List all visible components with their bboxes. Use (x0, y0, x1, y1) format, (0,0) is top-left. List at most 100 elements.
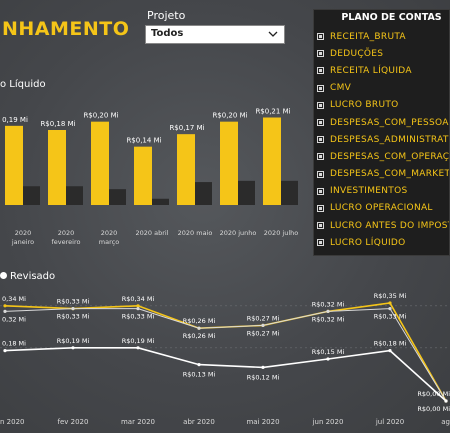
expand-box-icon[interactable] (317, 33, 324, 41)
account-item[interactable]: LUCRO BRUTO (314, 97, 449, 114)
account-item[interactable]: DEDUÇÕES (314, 45, 449, 62)
line-data-label: R$0,26 Mi (183, 332, 216, 340)
expand-box-icon[interactable] (317, 67, 324, 75)
account-item[interactable]: RECEITA LÍQUIDA (314, 62, 449, 79)
account-item-label: DESPESAS_COM_OPERAÇÃO (330, 151, 449, 162)
bar-data-label: R$0,20 Mi (212, 112, 247, 120)
account-item[interactable]: INVESTIMENTOS (314, 183, 449, 200)
bar-chart-subtitle: o Líquido (0, 79, 46, 90)
line-data-label: R$0,35 Mi (374, 292, 407, 300)
bar-actual[interactable] (134, 146, 152, 205)
bar-data-label: R$0,17 Mi (169, 124, 204, 132)
line-data-label: R$0,00 Mi (417, 405, 450, 413)
legend-marker (0, 272, 7, 279)
account-item-label: LUCRO OPERACIONAL (330, 203, 433, 214)
series-point[interactable] (3, 349, 7, 353)
series-line (4, 308, 447, 402)
bar-actual[interactable] (220, 121, 238, 205)
series-point[interactable] (136, 304, 140, 308)
series-point[interactable] (326, 309, 330, 313)
account-item-label: DESPESAS_COM_MARKETING (330, 169, 449, 180)
x-tick-label: jun 2020 (312, 418, 344, 426)
x-tick-label: n 2020 (0, 418, 24, 426)
line-chart-subtitle-text: Revisado (10, 271, 56, 282)
account-item[interactable]: LUCRO LÍQUIDO (314, 234, 449, 251)
series-point[interactable] (261, 365, 265, 369)
account-item[interactable]: CMV (314, 80, 449, 97)
bar-secondary[interactable] (23, 186, 40, 205)
x-tick-label: jul 2020 (375, 418, 404, 426)
line-data-label: R$0,26 Mi (183, 317, 216, 325)
bar-category-label: 2020 (58, 229, 75, 237)
expand-box-icon[interactable] (317, 204, 324, 212)
line-data-label: R$0,34 Mi (122, 295, 155, 303)
account-item[interactable]: LUCRO ANTES DO IMPOSTO (314, 217, 449, 234)
expand-box-icon[interactable] (317, 187, 324, 195)
bar-secondary[interactable] (238, 180, 255, 205)
project-dropdown-value: Todos (151, 28, 184, 39)
series-point[interactable] (197, 363, 201, 367)
expand-box-icon[interactable] (317, 136, 324, 144)
expand-box-icon[interactable] (317, 50, 324, 58)
project-dropdown[interactable]: Todos (145, 25, 285, 44)
series-point[interactable] (3, 309, 7, 313)
bar-secondary[interactable] (66, 186, 83, 205)
account-item-label: LUCRO ANTES DO IMPOSTO (330, 220, 449, 231)
account-item-label: DESPESAS_COM_PESSOAL (330, 117, 449, 128)
bar-category-label: 2020 junho (220, 229, 257, 237)
bar-actual[interactable] (5, 125, 23, 205)
line-data-label: R$0,32 Mi (312, 315, 345, 323)
bar-secondary[interactable] (152, 198, 169, 205)
expand-box-icon[interactable] (317, 239, 324, 247)
account-item-label: CMV (330, 83, 352, 94)
bar-secondary[interactable] (109, 189, 126, 205)
series-point[interactable] (71, 307, 75, 311)
chevron-down-icon (268, 31, 278, 37)
series-point[interactable] (3, 304, 7, 308)
account-list: RECEITA_BRUTA DEDUÇÕES RECEITA LÍQUIDA CMV L… (314, 28, 449, 251)
series-point[interactable] (197, 326, 201, 330)
account-item[interactable]: DESPESAS_ADMINISTRATIVAS (314, 131, 449, 148)
bar-actual[interactable] (48, 130, 66, 205)
expand-box-icon[interactable] (317, 84, 324, 92)
series-point[interactable] (136, 346, 140, 350)
project-filter-label: Projeto (147, 9, 186, 22)
bar-secondary[interactable] (195, 182, 212, 205)
bar-actual[interactable] (177, 134, 195, 205)
series-point[interactable] (71, 346, 75, 350)
bar-data-label: R$0,18 Mi (40, 120, 75, 128)
account-item[interactable]: RECEITA_BRUTA (314, 28, 449, 45)
account-item-label: DEDUÇÕES (330, 48, 384, 59)
bar-secondary[interactable] (281, 180, 298, 205)
bar-actual[interactable] (91, 121, 109, 205)
x-tick-label: mar 2020 (121, 418, 155, 426)
series-point[interactable] (261, 323, 265, 327)
series-point[interactable] (388, 301, 392, 305)
series-point[interactable] (326, 357, 330, 361)
expand-box-icon[interactable] (317, 170, 324, 178)
expand-box-icon[interactable] (317, 153, 324, 161)
bar-data-label: R$0,20 Mi (83, 112, 118, 120)
line-data-label: 0,34 Mi (2, 295, 26, 303)
account-item[interactable]: DESPESAS_COM_MARKETING (314, 166, 449, 183)
line-data-label: R$0,12 Mi (247, 373, 280, 381)
line-data-label: R$0,33 Mi (122, 313, 155, 321)
series-point[interactable] (136, 307, 140, 311)
expand-box-icon[interactable] (317, 119, 324, 127)
line-chart: 0,34 Mi R$0,33 Mi R$0,34 Mi R$0,26 Mi R$0,27… (0, 292, 450, 426)
line-data-label: R$0,00 Mi (417, 390, 450, 398)
expand-box-icon[interactable] (317, 222, 324, 230)
series-point[interactable] (388, 349, 392, 353)
account-item[interactable]: LUCRO OPERACIONAL (314, 200, 449, 217)
account-item[interactable]: DESPESAS_COM_OPERAÇÃO (314, 148, 449, 165)
bar-category-label: 2020 abril (135, 229, 168, 237)
account-item[interactable]: DESPESAS_COM_PESSOAL (314, 114, 449, 131)
line-data-label: R$0,15 Mi (312, 348, 345, 356)
x-tick-label: abr 2020 (183, 418, 215, 426)
series-point[interactable] (444, 399, 448, 403)
bar-data-label: R$0,14 Mi (126, 137, 161, 145)
series-line (4, 346, 447, 402)
series-point[interactable] (388, 307, 392, 311)
bar-actual[interactable] (263, 117, 281, 206)
expand-box-icon[interactable] (317, 101, 324, 109)
